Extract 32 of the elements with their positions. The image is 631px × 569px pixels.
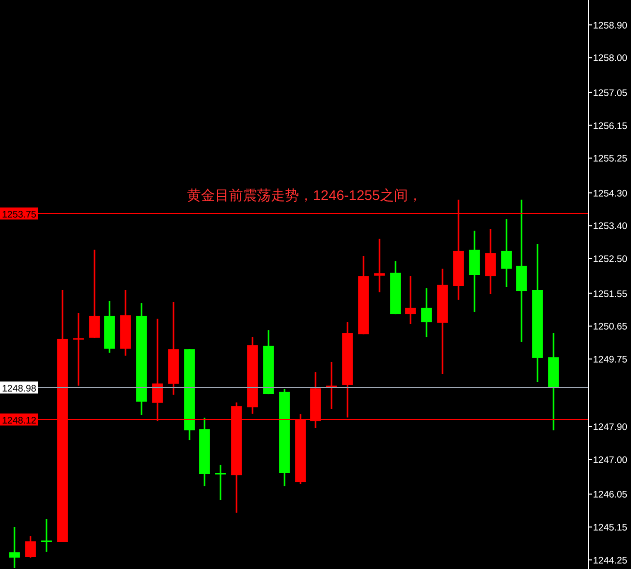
y-tick-label: 1255.25: [593, 154, 628, 165]
candlestick: [89, 249, 100, 339]
candlestick: [485, 228, 496, 295]
ref-line-label: 1248.12: [2, 416, 36, 426]
candlestick: [405, 275, 416, 325]
candlestick: [73, 312, 84, 386]
candlestick: [25, 535, 36, 558]
y-tick-label: 1247.90: [593, 422, 628, 434]
y-tick-label: 1251.55: [593, 288, 628, 300]
ref-line-label: 1253.75: [2, 210, 36, 220]
ref-line-label: 1248.98: [2, 384, 36, 394]
candlestick: [41, 518, 52, 553]
y-tick-label: 1250.65: [593, 322, 628, 333]
candlestick: [9, 526, 20, 569]
candlestick: [421, 287, 432, 338]
y-tick-label: 1256.15: [593, 120, 628, 132]
y-tick-label: 1252.50: [593, 254, 628, 266]
y-tick-label: 1244.25: [593, 555, 628, 566]
candlestick: [374, 238, 385, 293]
y-tick-label: 1258.90: [593, 20, 628, 32]
y-tick-label: 1253.40: [593, 221, 628, 232]
annotation: 黄金目前震荡走势，1246-1255之间，: [187, 187, 422, 203]
candlestick: [501, 218, 512, 288]
y-tick-label: 1257.05: [593, 88, 628, 99]
y-tick-label: 1246.05: [593, 490, 628, 501]
y-tick-label: 1254.30: [593, 188, 628, 200]
y-tick-label: 1249.75: [593, 354, 628, 366]
candlestick: [215, 464, 226, 501]
y-tick-label: 1247.00: [593, 454, 628, 466]
candlestick: [326, 361, 337, 410]
y-tick-label: 1245.15: [593, 522, 628, 534]
y-tick-label: 1258.00: [593, 53, 628, 64]
